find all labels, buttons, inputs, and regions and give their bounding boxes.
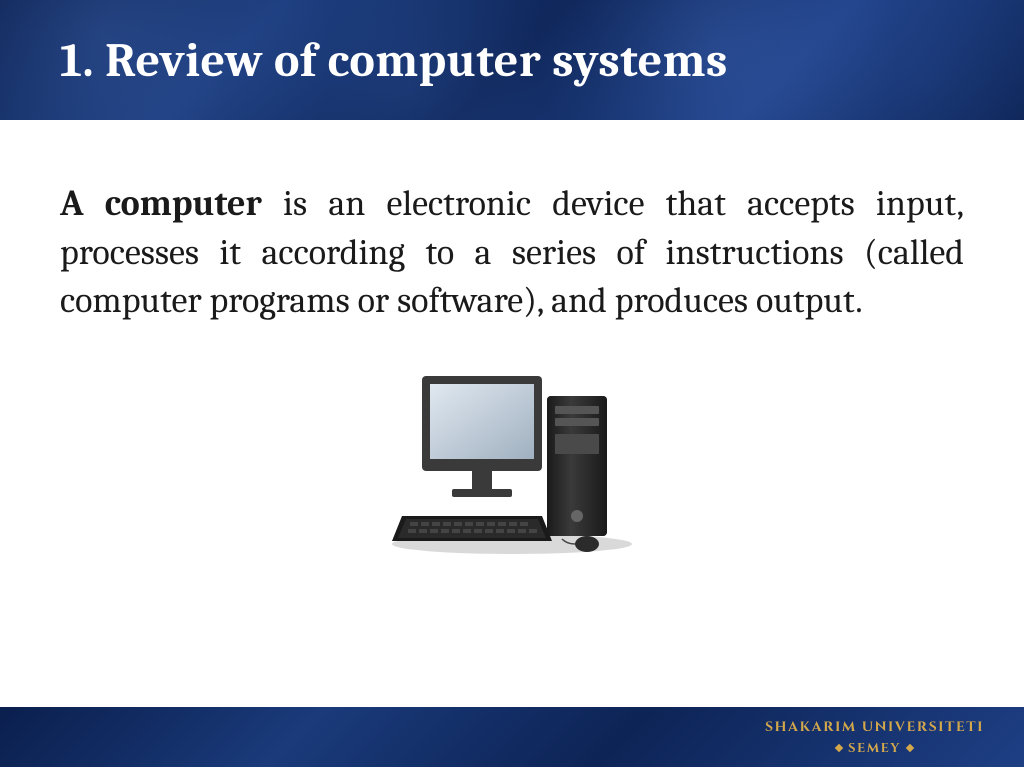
diamond-icon xyxy=(835,744,843,752)
bold-lead: A computer xyxy=(60,183,262,224)
illustration-container xyxy=(60,356,964,556)
slide-title: 1. Review of computer systems xyxy=(60,33,728,88)
slide-header: 1. Review of computer systems xyxy=(0,0,1024,120)
body-paragraph: A computer is an electronic device that … xyxy=(60,180,964,326)
computer-icon xyxy=(372,356,652,556)
footer-line1: SHAKARIM UNIVERSITETI xyxy=(765,718,984,737)
diamond-icon xyxy=(906,744,914,752)
slide-footer: SHAKARIM UNIVERSITETI SEMEY xyxy=(0,707,1024,767)
footer-branding: SHAKARIM UNIVERSITETI SEMEY xyxy=(765,718,984,757)
footer-city: SEMEY xyxy=(848,739,901,757)
footer-line2: SEMEY xyxy=(765,739,984,757)
slide-content: A computer is an electronic device that … xyxy=(0,120,1024,556)
